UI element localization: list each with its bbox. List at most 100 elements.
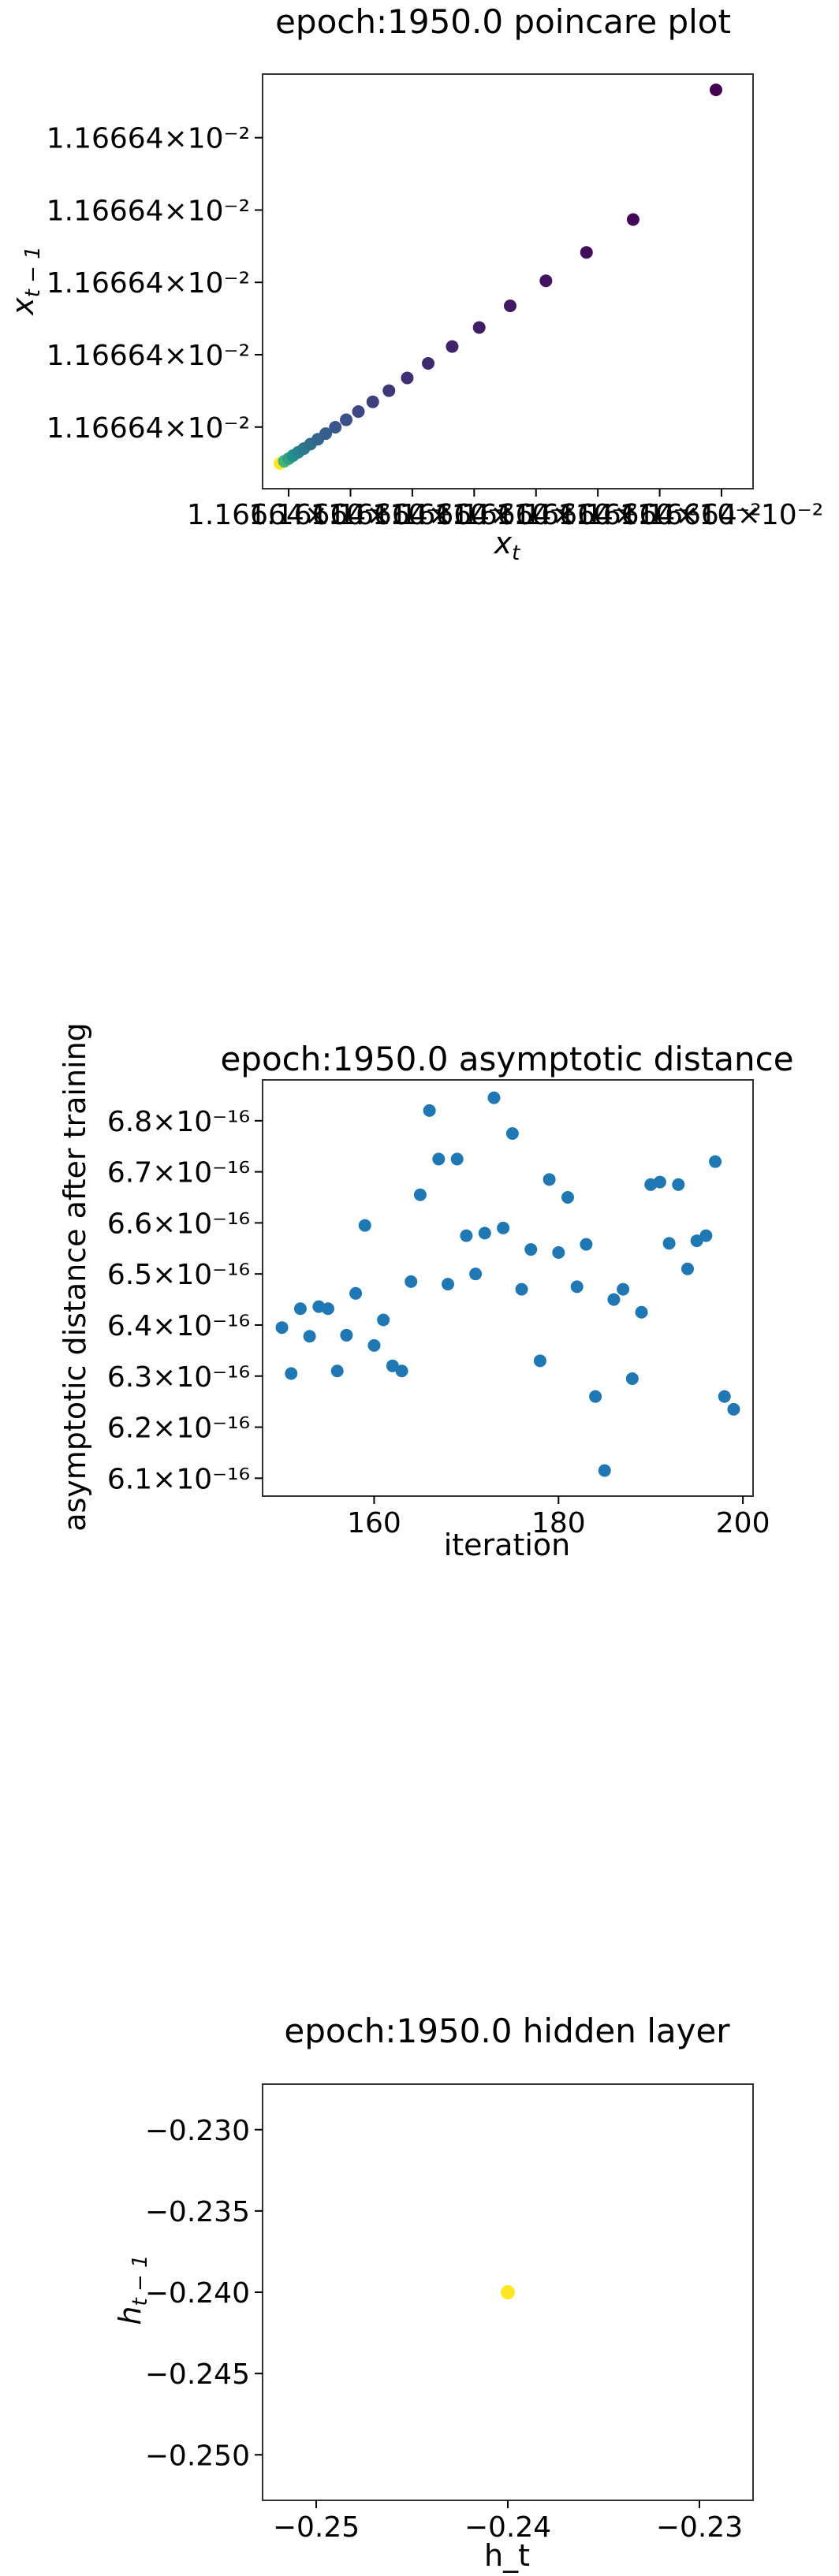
y-tick-label: −0.235 bbox=[145, 2196, 250, 2228]
y-tick-label: 6.7×10⁻¹⁶ bbox=[107, 1157, 250, 1189]
data-point bbox=[690, 1234, 703, 1248]
data-point bbox=[570, 1280, 584, 1294]
x-axis-label: xt bbox=[494, 526, 521, 565]
data-point bbox=[672, 1178, 685, 1191]
data-point bbox=[382, 384, 396, 397]
x-tick-label: 1.16664×10⁻² bbox=[248, 499, 452, 531]
data-point bbox=[625, 1372, 639, 1385]
data-point bbox=[401, 371, 414, 385]
x-tick-label: −0.25 bbox=[273, 2511, 360, 2544]
data-point bbox=[329, 421, 342, 434]
chart-poincare: epoch:1950.0 poincare plot 1.16664×10⁻²1… bbox=[6, 2, 823, 565]
y-ticks: −0.230 −0.235 −0.240 −0.245 −0.250 bbox=[145, 2115, 263, 2472]
y-ticks: 1.16664×10⁻² 1.16664×10⁻² 1.16664×10⁻² 1.16… bbox=[47, 123, 263, 445]
x-tick-label: 180 bbox=[531, 1507, 586, 1539]
data-point bbox=[487, 1091, 501, 1104]
y-tick-label: 6.6×10⁻¹⁶ bbox=[107, 1208, 250, 1240]
data-point bbox=[607, 1293, 621, 1306]
y-tick-label: 1.16664×10⁻² bbox=[47, 267, 250, 300]
data-point bbox=[450, 1152, 464, 1166]
data-point bbox=[442, 1278, 455, 1291]
data-point bbox=[460, 1229, 473, 1242]
data-point bbox=[386, 1359, 399, 1372]
data-point bbox=[580, 1238, 593, 1251]
data-point bbox=[699, 1229, 713, 1242]
y-tick-label: −0.240 bbox=[145, 2277, 250, 2310]
data-point bbox=[293, 1302, 307, 1316]
data-point bbox=[580, 246, 593, 259]
x-tick-label: −0.24 bbox=[464, 2511, 551, 2544]
data-point bbox=[681, 1262, 694, 1275]
chart-title: epoch:1950.0 hidden layer bbox=[284, 2012, 730, 2050]
data-point bbox=[501, 2285, 515, 2299]
y-tick-label: 1.16664×10⁻² bbox=[47, 412, 250, 445]
data-point bbox=[367, 1338, 381, 1352]
data-point bbox=[352, 405, 365, 419]
x-tick-label: 1.16664×10⁻² bbox=[434, 499, 638, 531]
data-point bbox=[617, 1282, 630, 1296]
data-point bbox=[340, 413, 353, 426]
data-point bbox=[405, 1275, 418, 1288]
y-tick-label: 1.16664×10⁻² bbox=[47, 340, 250, 372]
data-point bbox=[718, 1390, 731, 1403]
data-point bbox=[589, 1390, 602, 1403]
data-point bbox=[472, 321, 486, 334]
data-point bbox=[635, 1305, 648, 1319]
data-point bbox=[330, 1364, 344, 1378]
y-tick-label: 6.3×10⁻¹⁶ bbox=[107, 1361, 250, 1394]
y-tick-label: 6.2×10⁻¹⁶ bbox=[107, 1413, 250, 1445]
x-tick-label: 160 bbox=[347, 1507, 401, 1539]
y-axis-label: asymptotic distance after training bbox=[58, 1022, 92, 1532]
data-point bbox=[275, 1321, 289, 1335]
data-point bbox=[366, 395, 379, 408]
x-ticks: 160 180 200 bbox=[347, 1496, 770, 1539]
data-point bbox=[358, 1219, 371, 1232]
data-point bbox=[561, 1191, 574, 1204]
data-point bbox=[469, 1268, 483, 1281]
x-tick-label: 1.16664×10⁻² bbox=[557, 499, 761, 531]
x-axis-label: iteration bbox=[444, 1528, 571, 1562]
x-axis-label: h_t bbox=[484, 2538, 530, 2573]
chart-title: epoch:1950.0 poincare plot bbox=[275, 2, 731, 41]
x-tick-label: 200 bbox=[716, 1507, 770, 1539]
data-point bbox=[478, 1227, 491, 1240]
data-point bbox=[413, 1188, 427, 1201]
data-point bbox=[303, 1330, 316, 1343]
chart-asymptotic: epoch:1950.0 asymptotic distance 6.1×10⁻… bbox=[58, 1022, 794, 1562]
data-point bbox=[319, 427, 333, 441]
y-tick-label: −0.230 bbox=[145, 2115, 250, 2147]
data-point bbox=[515, 1282, 528, 1296]
points bbox=[275, 1091, 740, 1477]
data-point bbox=[340, 1328, 353, 1342]
data-point bbox=[552, 1245, 565, 1259]
y-ticks: 6.1×10⁻¹⁶ 6.2×10⁻¹⁶ 6.3×10⁻¹⁶ 6.4×10⁻¹⁶ 6.5×… bbox=[107, 1106, 263, 1495]
y-tick-label: 6.8×10⁻¹⁶ bbox=[107, 1106, 250, 1138]
data-point bbox=[349, 1286, 363, 1300]
x-tick-label: 1.16664×10⁻² bbox=[620, 499, 823, 531]
y-tick-label: 6.5×10⁻¹⁶ bbox=[107, 1259, 250, 1291]
data-point bbox=[727, 1402, 740, 1416]
data-point bbox=[503, 299, 516, 312]
y-tick-label: 6.1×10⁻¹⁶ bbox=[107, 1463, 250, 1495]
x-tick-label: 1.16664×10⁻² bbox=[372, 499, 576, 531]
x-tick-label: −0.23 bbox=[656, 2511, 743, 2544]
data-point bbox=[653, 1175, 666, 1189]
data-point bbox=[322, 1302, 335, 1316]
data-point bbox=[709, 1155, 722, 1168]
points bbox=[274, 84, 722, 470]
y-tick-label: 6.4×10⁻¹⁶ bbox=[107, 1310, 250, 1342]
points bbox=[501, 2285, 515, 2299]
data-point bbox=[543, 1173, 556, 1186]
y-tick-label: 1.16664×10⁻² bbox=[47, 123, 250, 155]
x-ticks: 1.16664×10⁻²1.16664×10⁻²1.16664×10⁻²1.16… bbox=[187, 489, 823, 531]
data-point bbox=[710, 84, 722, 96]
y-tick-label: −0.245 bbox=[145, 2358, 250, 2391]
data-point bbox=[446, 340, 459, 353]
x-ticks: −0.25 −0.24 −0.23 bbox=[273, 2500, 743, 2544]
plot-frame bbox=[262, 73, 754, 490]
y-tick-label: −0.250 bbox=[145, 2440, 250, 2472]
y-axis-label: xt − 1 bbox=[6, 246, 45, 316]
data-point bbox=[524, 1243, 538, 1256]
data-point bbox=[662, 1237, 676, 1250]
